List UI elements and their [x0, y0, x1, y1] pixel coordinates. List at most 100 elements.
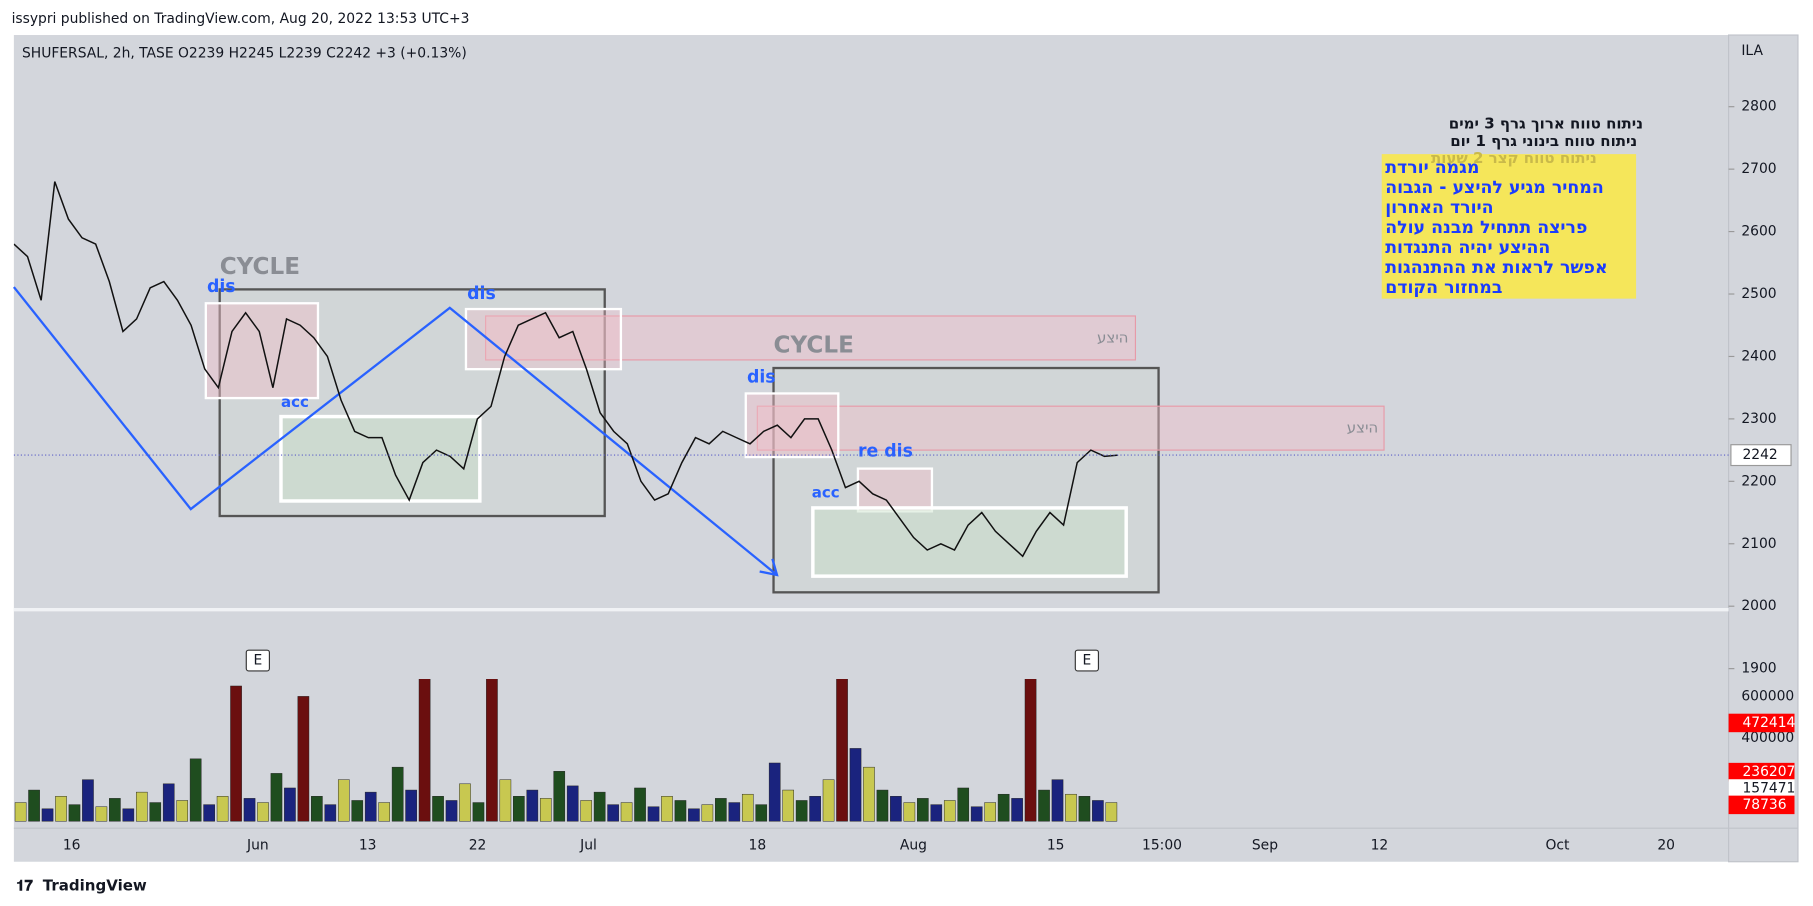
- timeframe-note: ניתוח טווח קצר 2 שעות: [1431, 149, 1597, 167]
- supply-label: היצע: [1347, 419, 1378, 437]
- supply-zone: [756, 405, 1385, 451]
- time-label: 15: [1047, 838, 1065, 854]
- volume-level-label: 236207: [1742, 764, 1795, 780]
- volume-bar: [243, 798, 256, 822]
- volume-level-badge: [1728, 713, 1795, 733]
- volume-bar: [620, 802, 633, 822]
- price-tick-label: 1900: [1741, 661, 1776, 677]
- currency: ILA: [1741, 43, 1763, 59]
- arrow-head: [759, 558, 779, 577]
- earnings-label: E: [1082, 653, 1091, 669]
- volume-bar: [135, 791, 148, 822]
- price-tick-label: 2200: [1741, 473, 1776, 489]
- volume-bar: [41, 808, 54, 822]
- volume-bar: [943, 800, 956, 822]
- volume-bar: [391, 766, 404, 822]
- volume-bar: [513, 796, 525, 822]
- volume-bar: [688, 808, 700, 822]
- volume-bar: [1051, 779, 1064, 822]
- volume-bar: [539, 798, 552, 822]
- price-tick-label: 2000: [1741, 598, 1776, 614]
- price-series: [13, 181, 1119, 558]
- volume-bar: [1011, 798, 1023, 822]
- volume-bar: [162, 783, 175, 822]
- volume-bar: [553, 771, 566, 822]
- time-label: Aug: [900, 838, 927, 854]
- time-label: 12: [1371, 838, 1389, 854]
- volume-bar: [28, 789, 40, 822]
- volume-bar: [661, 796, 673, 822]
- volume-bar: [230, 685, 242, 822]
- volume-bar: [715, 798, 727, 822]
- volume-bar: [1024, 679, 1037, 822]
- time-label: 18: [749, 838, 767, 854]
- time-label: 13: [359, 838, 377, 854]
- volume-bar: [755, 804, 768, 822]
- time-label: Jul: [579, 838, 597, 854]
- volume-bar: [432, 796, 444, 822]
- volume-bar: [890, 796, 902, 822]
- volume-bar: [109, 798, 121, 822]
- distribution-box: [464, 307, 623, 371]
- supply-label: היצע: [1097, 328, 1128, 346]
- price-tick-label: 2700: [1741, 161, 1776, 177]
- volume-tick-label: 600000: [1741, 688, 1794, 704]
- volume-bar: [297, 696, 310, 822]
- note-line: המחיר מגיע להיצע - הגבוה: [1385, 178, 1604, 198]
- volume-bar: [1065, 793, 1077, 822]
- volume-tick-label: 400000: [1741, 730, 1794, 746]
- price-tick-label: 2400: [1741, 348, 1776, 364]
- volume-bar: [822, 779, 835, 822]
- volume-bar: [795, 800, 808, 822]
- time-label: 16: [63, 838, 81, 854]
- volume-bar: [149, 802, 162, 822]
- volume-bar: [809, 796, 821, 822]
- distribution-box: [744, 392, 840, 459]
- last-price-badge: [1730, 444, 1792, 467]
- volume-bar: [189, 758, 202, 822]
- publisher: issypri published on TradingView.com, Au…: [12, 11, 470, 27]
- symbol-line: SHUFERSAL, 2h, TASE O2239 H2245 L2239 C2…: [22, 46, 467, 62]
- cycle-label: CYCLE: [220, 254, 300, 280]
- volume-bar: [984, 802, 996, 822]
- note-line: היורד האחרון: [1385, 198, 1493, 218]
- note-line: במחזור הקודם: [1385, 278, 1502, 298]
- volume-bar: [95, 806, 108, 822]
- volume-bar: [1078, 796, 1091, 822]
- cycle-box: [218, 288, 606, 518]
- volume-bar: [526, 789, 539, 822]
- phase-label: acc: [281, 393, 309, 411]
- note-box: [1381, 154, 1637, 299]
- time-label: 22: [469, 838, 487, 854]
- last-price-label: 2242: [1742, 447, 1777, 463]
- volume-bar: [917, 798, 929, 822]
- volume-bar: [378, 802, 391, 822]
- volume-bar: [566, 785, 579, 822]
- volume-bar: [324, 804, 337, 822]
- time-label: Jun: [246, 838, 269, 854]
- volume-bar: [580, 800, 592, 822]
- volume-bar: [122, 808, 135, 822]
- note-line: פריצה תתחיל מבנה עולה: [1385, 218, 1587, 238]
- volume-bar: [257, 802, 269, 822]
- volume-bar: [418, 679, 431, 822]
- volume-bar: [472, 802, 485, 822]
- volume-bar: [930, 804, 943, 822]
- note-line: מגמה יורדת: [1385, 158, 1479, 178]
- volume-bar: [68, 804, 81, 822]
- volume-bar: [728, 802, 741, 822]
- volume-bar: [459, 783, 471, 822]
- volume-bar: [970, 806, 983, 822]
- annotations: [12, 154, 1637, 594]
- timeframe-note: ניתוח טווח ארוך גרף 3 ימים: [1449, 115, 1643, 133]
- volume-bar: [768, 762, 781, 822]
- timeframe-note: ניתוח טווח בינוני גרף 1 יום: [1450, 132, 1637, 150]
- volume-bar: [836, 679, 848, 822]
- phase-label: dis: [467, 284, 496, 304]
- volume-bar: [1038, 789, 1050, 822]
- volume-bar: [176, 800, 189, 822]
- phase-label: re dis: [858, 441, 913, 461]
- volume-bar: [647, 806, 660, 822]
